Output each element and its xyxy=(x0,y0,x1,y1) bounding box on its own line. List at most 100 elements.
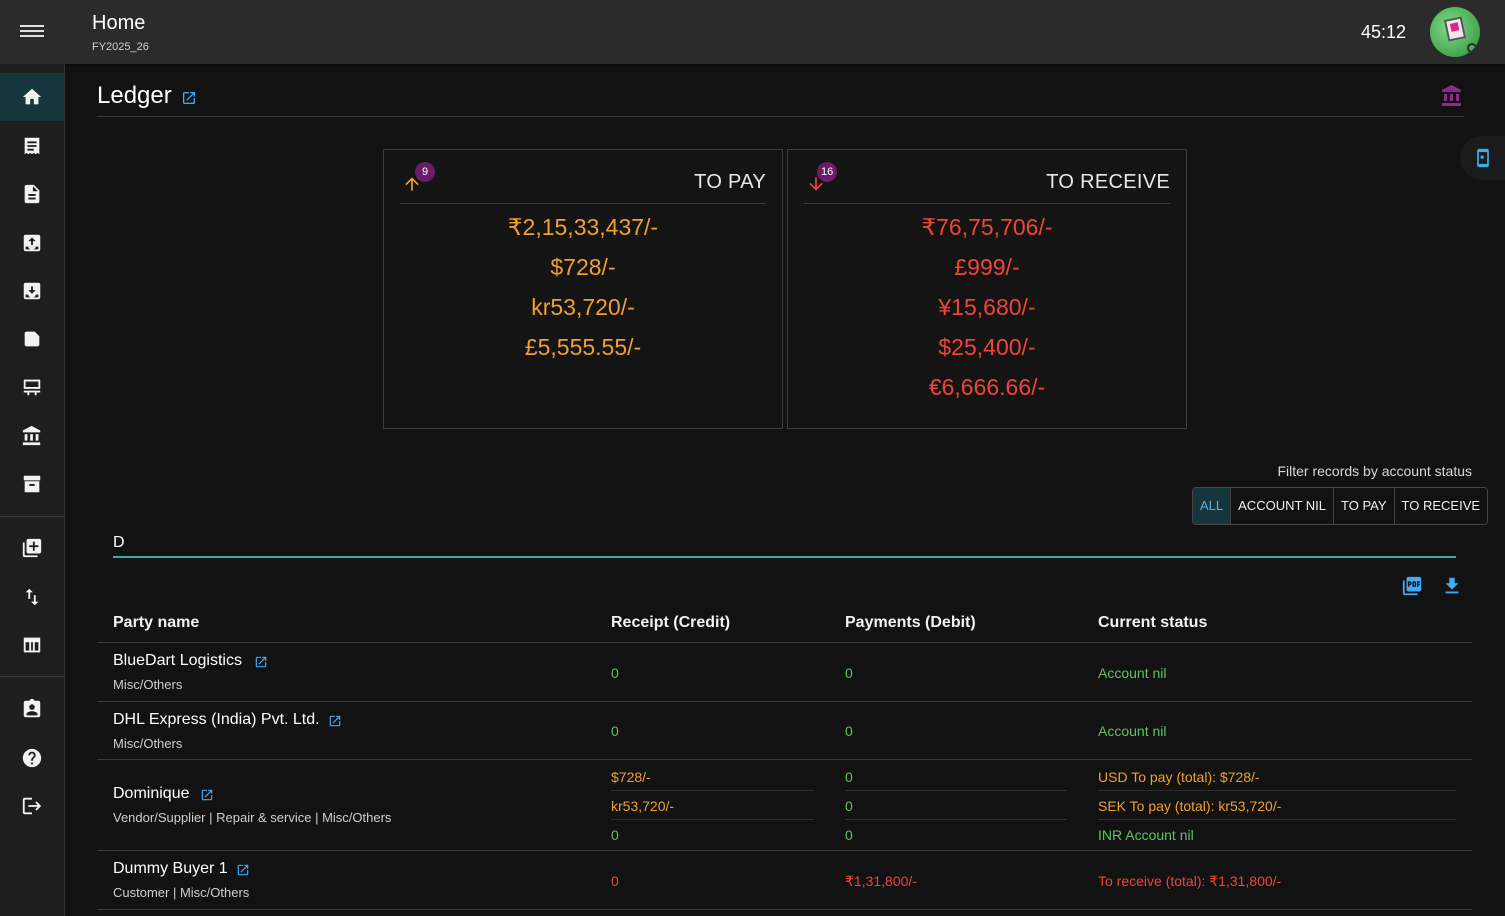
app-title: Home xyxy=(92,12,146,34)
status-value: Account nil xyxy=(1098,723,1167,739)
party-name[interactable]: Dummy Buyer 1 xyxy=(113,860,228,877)
title-divider xyxy=(97,116,1464,117)
payment-value: 0 xyxy=(845,665,853,681)
bank-icon[interactable] xyxy=(1440,84,1464,108)
online-status-dot xyxy=(1467,43,1477,53)
receipt-icon[interactable] xyxy=(0,122,64,170)
filter-label: Filter records by account status xyxy=(1277,463,1472,479)
payment-value: 0 xyxy=(845,827,853,843)
download-box-icon[interactable] xyxy=(0,267,64,315)
party-name[interactable]: DHL Express (India) Pvt. Ltd. xyxy=(113,711,320,728)
add-box-icon[interactable] xyxy=(0,524,64,572)
filter-to-pay-button[interactable]: TO PAY xyxy=(1333,488,1394,524)
column-header-receipt[interactable]: Receipt (Credit) xyxy=(611,614,731,631)
status-value: To receive (total): ₹1,31,800/- xyxy=(1098,873,1282,889)
line-divider xyxy=(1098,790,1456,791)
party-search-input[interactable] xyxy=(113,530,1456,558)
status-value: INR Account nil xyxy=(1098,827,1194,843)
payment-value: ₹1,31,800/- xyxy=(845,873,917,889)
desk-icon[interactable] xyxy=(0,363,64,411)
receipt-value: kr53,720/- xyxy=(611,798,675,814)
filter-all-button[interactable]: ALL xyxy=(1193,488,1231,524)
to-receive-amount: ₹76,75,706/- xyxy=(921,214,1053,240)
sidebar xyxy=(0,64,65,916)
table-icon[interactable] xyxy=(0,621,64,669)
logout-icon[interactable] xyxy=(0,782,64,830)
open-in-new-icon[interactable] xyxy=(181,90,197,106)
document-icon[interactable] xyxy=(0,170,64,218)
bank-icon[interactable] xyxy=(0,412,64,460)
fiscal-year-label: FY2025_26 xyxy=(92,41,149,53)
receipt-value: 0 xyxy=(611,723,619,739)
line-divider xyxy=(845,790,1067,791)
home-icon[interactable] xyxy=(0,73,64,121)
column-header-payment[interactable]: Payments (Debit) xyxy=(845,614,976,631)
payment-value: 0 xyxy=(845,798,853,814)
line-divider xyxy=(611,790,814,791)
line-divider xyxy=(845,819,1067,820)
pdf-export-icon[interactable] xyxy=(1401,575,1423,597)
label-icon[interactable] xyxy=(0,315,64,363)
column-header-party[interactable]: Party name xyxy=(113,614,200,631)
mobile-settings-button[interactable] xyxy=(1460,136,1505,180)
to-receive-amount: $25,400/- xyxy=(938,334,1036,360)
to-pay-count-badge: 9 xyxy=(415,162,435,182)
status-filter-toggle-group: ALL ACCOUNT NIL TO PAY TO RECEIVE xyxy=(1192,487,1489,525)
to-pay-amount: $728/- xyxy=(550,254,616,280)
to-pay-amount: £5,555.55/- xyxy=(524,334,642,360)
to-pay-values: ₹2,15,33,437/- $728/- kr53,720/- £5,555.… xyxy=(384,212,782,372)
to-receive-values: ₹76,75,706/- £999/- ¥15,680/- $25,400/- … xyxy=(788,212,1186,412)
swap-vert-icon[interactable] xyxy=(0,573,64,621)
contact-icon[interactable] xyxy=(0,685,64,733)
status-value: USD To pay (total): $728/- xyxy=(1098,769,1260,785)
arrow-up-icon xyxy=(405,177,419,191)
row-divider xyxy=(97,759,1472,760)
header-divider xyxy=(97,642,1472,643)
session-timer: 45:12 xyxy=(1361,22,1407,42)
filter-account-nil-button[interactable]: ACCOUNT NIL xyxy=(1230,488,1334,524)
download-icon[interactable] xyxy=(1441,575,1463,597)
to-receive-count-badge: 16 xyxy=(817,162,838,182)
row-divider xyxy=(97,701,1472,702)
page-title: Ledger xyxy=(97,82,172,109)
to-pay-amount: ₹2,15,33,437/- xyxy=(507,214,659,240)
open-in-new-icon[interactable] xyxy=(236,863,250,877)
party-category: Vendor/Supplier | Repair & service | Mis… xyxy=(113,810,392,825)
party-category: Misc/Others xyxy=(113,736,183,751)
line-divider xyxy=(611,819,814,820)
to-pay-amount: kr53,720/- xyxy=(531,294,635,320)
phone-settings-icon xyxy=(1476,148,1489,168)
receipt-value: $728/- xyxy=(611,769,651,785)
party-name[interactable]: Dominique xyxy=(113,785,190,802)
menu-icon[interactable] xyxy=(20,22,44,42)
to-receive-amount: ¥15,680/- xyxy=(938,294,1036,320)
column-header-status[interactable]: Current status xyxy=(1098,614,1208,631)
receipt-value: 0 xyxy=(611,827,619,843)
archive-icon[interactable] xyxy=(0,460,64,508)
help-icon[interactable] xyxy=(0,734,64,782)
to-receive-amount: €6,666.66/- xyxy=(928,374,1046,400)
payment-value: 0 xyxy=(845,769,853,785)
party-name[interactable]: BlueDart Logistics xyxy=(113,652,242,669)
upload-box-icon[interactable] xyxy=(0,219,64,267)
payment-value: 0 xyxy=(845,723,853,739)
line-divider xyxy=(1098,819,1456,820)
party-category: Customer | Misc/Others xyxy=(113,885,250,900)
arrow-down-icon xyxy=(809,177,823,191)
avatar[interactable] xyxy=(1430,7,1480,57)
to-receive-card: 16 TO RECEIVE ₹76,75,706/- £999/- ¥15,68… xyxy=(787,149,1187,429)
party-category: Misc/Others xyxy=(113,677,183,692)
sidebar-divider xyxy=(0,676,64,677)
to-receive-card-header: 16 TO RECEIVE xyxy=(804,150,1170,204)
sidebar-divider xyxy=(0,516,64,517)
to-pay-label: TO PAY xyxy=(694,171,766,193)
row-divider xyxy=(97,909,1472,910)
to-receive-label: TO RECEIVE xyxy=(1046,171,1170,193)
receipt-value: 0 xyxy=(611,665,619,681)
filter-to-receive-button[interactable]: TO RECEIVE xyxy=(1393,488,1488,524)
to-pay-card-header: 9 TO PAY xyxy=(400,150,766,204)
computer-icon xyxy=(1443,16,1467,42)
open-in-new-icon[interactable] xyxy=(328,714,342,728)
open-in-new-icon[interactable] xyxy=(254,655,268,669)
open-in-new-icon[interactable] xyxy=(200,788,214,802)
